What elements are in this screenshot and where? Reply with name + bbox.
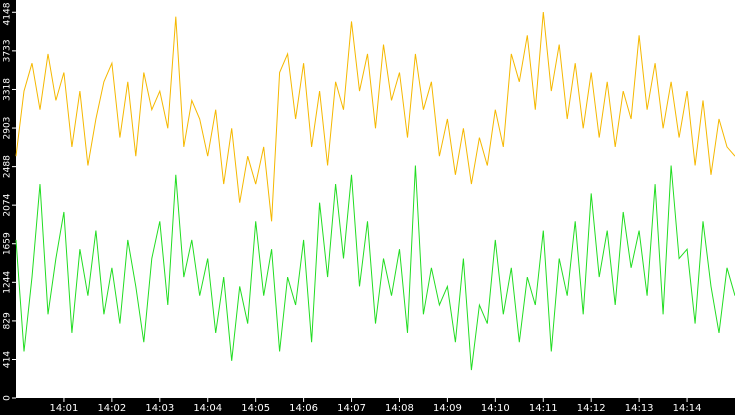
x-tick-label: 14:12 [577,403,606,414]
y-tick-label: 829 [3,312,13,329]
y-tick-label: 0 [3,395,13,401]
x-tick-label: 14:05 [241,403,270,414]
x-tick-label: 14:06 [289,403,318,414]
x-tick-label: 14:10 [481,403,510,414]
x-tick-label: 14:11 [529,403,558,414]
y-axis-strip [0,0,16,415]
y-tick-label: 1659 [3,232,13,255]
y-tick-label: 3733 [3,39,13,62]
x-tick-label: 14:09 [433,403,462,414]
y-tick-label: 2074 [3,193,13,216]
series-line [15,12,735,222]
x-tick-label: 14:07 [337,403,366,414]
series-line [15,165,735,371]
y-tick-label: 2903 [3,117,13,140]
y-tick-label: 414 [3,351,13,368]
x-tick-label: 14:02 [97,403,126,414]
x-tick-label: 14:01 [50,403,79,414]
y-tick-label: 2488 [3,155,13,178]
x-tick-label: 14:03 [145,403,174,414]
y-tick-label: 1244 [3,271,13,294]
x-tick-label: 14:14 [673,403,702,414]
x-axis-strip [0,398,735,415]
x-tick-label: 14:04 [193,403,222,414]
y-tick-label: 3318 [3,78,13,101]
y-tick-label: 4148 [3,2,13,25]
x-tick-label: 14:13 [625,403,654,414]
x-tick-label: 14:08 [385,403,414,414]
